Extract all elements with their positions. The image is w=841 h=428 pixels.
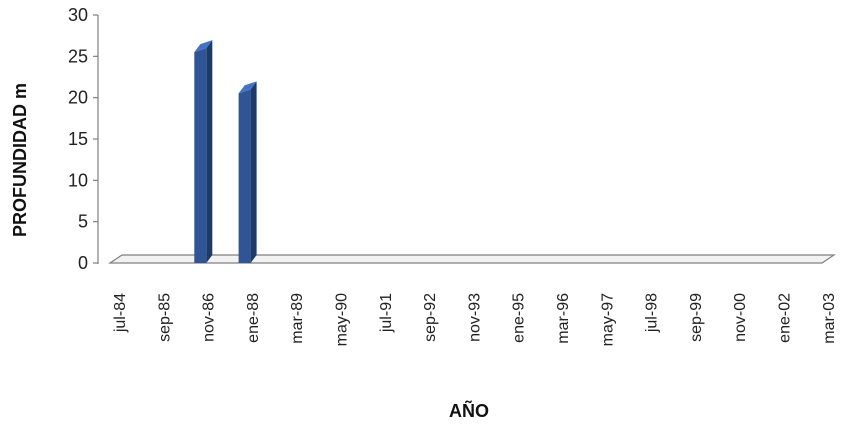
x-axis-title: AÑO bbox=[449, 400, 489, 421]
x-tick-label: sep-85 bbox=[156, 293, 173, 342]
bar bbox=[238, 81, 257, 264]
bar bbox=[194, 40, 213, 263]
y-tick-label: 5 bbox=[78, 212, 88, 232]
x-tick-label: nov-00 bbox=[732, 293, 749, 342]
x-tick-label: ene-95 bbox=[511, 293, 528, 343]
x-tick-label: jul-98 bbox=[644, 293, 661, 333]
bar-front bbox=[194, 48, 207, 263]
x-tick-label: may-90 bbox=[334, 293, 351, 346]
bar-side bbox=[250, 81, 257, 264]
bar-side bbox=[206, 40, 213, 263]
x-tick-label: may-97 bbox=[599, 293, 616, 346]
bar-top bbox=[238, 81, 257, 94]
chart-floor bbox=[108, 254, 836, 264]
x-tick-label: mar-96 bbox=[555, 293, 572, 344]
x-tick-label: ene-88 bbox=[245, 293, 262, 343]
x-tick-label: nov-86 bbox=[201, 293, 218, 342]
y-tick-label: 30 bbox=[68, 5, 88, 25]
y-tick-label: 0 bbox=[78, 253, 88, 273]
y-tick-label: 25 bbox=[68, 46, 88, 66]
x-tick-label: jul-91 bbox=[378, 293, 395, 333]
y-tick-label: 20 bbox=[68, 88, 88, 108]
y-tick-label: 15 bbox=[68, 129, 88, 149]
x-tick-label: sep-99 bbox=[688, 293, 705, 342]
x-tick-label: mar-89 bbox=[289, 293, 306, 344]
x-tick-label: jul-84 bbox=[112, 293, 129, 333]
x-tick-label: sep-92 bbox=[422, 293, 439, 342]
y-axis-title: PROFUNDIDAD m bbox=[10, 83, 30, 237]
x-tick-label: mar-03 bbox=[821, 293, 838, 344]
y-tick-label: 10 bbox=[68, 170, 88, 190]
bar-top bbox=[194, 40, 213, 53]
x-tick-label: ene-02 bbox=[777, 293, 794, 343]
bar-front bbox=[238, 89, 251, 264]
x-tick-label: nov-93 bbox=[466, 293, 483, 342]
